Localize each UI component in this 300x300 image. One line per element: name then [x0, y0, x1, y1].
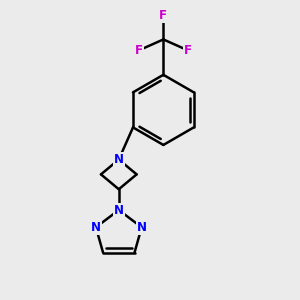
- Text: F: F: [159, 9, 167, 22]
- Text: N: N: [114, 203, 124, 217]
- Text: N: N: [91, 221, 101, 234]
- Text: F: F: [135, 44, 143, 57]
- Text: N: N: [137, 221, 147, 234]
- Text: N: N: [114, 153, 124, 166]
- Text: F: F: [184, 44, 192, 57]
